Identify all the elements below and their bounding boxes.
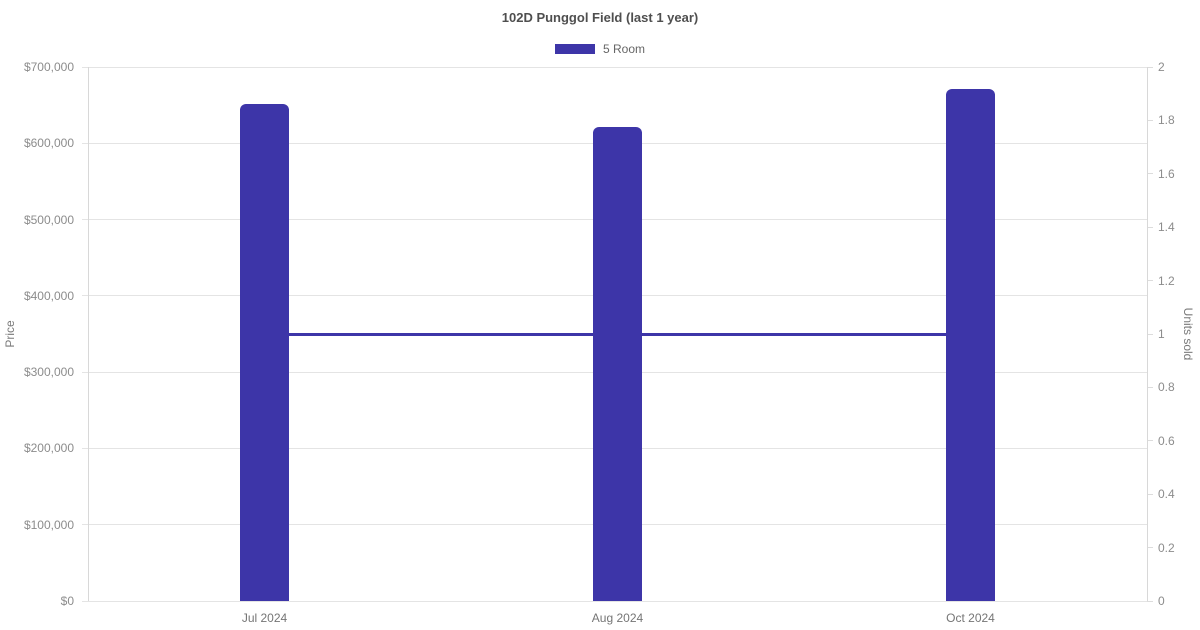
y2-axis-tick xyxy=(1147,226,1153,228)
y2-axis-tick-label: 0 xyxy=(1158,594,1165,608)
units-sold-line-segment xyxy=(264,332,618,336)
y-axis-line xyxy=(88,67,89,601)
y-axis-tick-label: $400,000 xyxy=(23,288,74,303)
y-axis-tick-label: $0 xyxy=(60,594,74,608)
y2-axis-line xyxy=(1147,67,1148,601)
y2-axis-tick xyxy=(1147,547,1153,549)
y-axis-tick-label: $300,000 xyxy=(23,365,74,380)
y2-axis-tick-label: 2 xyxy=(1158,60,1165,74)
y2-axis-tick xyxy=(1147,493,1153,495)
y2-axis-tick xyxy=(1147,440,1153,442)
price-bar xyxy=(240,104,289,601)
y2-axis-tick-label: 0.6 xyxy=(1158,433,1175,448)
y2-axis-tick-label: 1.4 xyxy=(1158,220,1175,235)
y2-axis-tick xyxy=(1147,386,1153,388)
y-axis-tick-label: $100,000 xyxy=(23,517,74,532)
y2-axis-tick xyxy=(1147,119,1153,121)
y2-axis-tick-label: 1.8 xyxy=(1158,113,1175,128)
y-axis-tick-label: $500,000 xyxy=(23,212,74,227)
legend-swatch-5-room xyxy=(554,44,595,54)
y2-axis-tick xyxy=(1147,600,1153,602)
price-bar xyxy=(593,127,642,601)
price-bar xyxy=(946,89,995,601)
y2-axis-tick-label: 1.2 xyxy=(1158,273,1175,288)
y2-axis-title-units-sold: Units sold xyxy=(1181,307,1195,361)
legend-label-5-room: 5 Room xyxy=(602,42,646,56)
y2-axis-tick xyxy=(1147,173,1153,175)
grid-line-y xyxy=(82,66,1147,68)
y2-axis-tick xyxy=(1147,280,1153,282)
chart-title: 102D Punggol Field (last 1 year) xyxy=(501,10,699,25)
y2-axis-tick xyxy=(1147,66,1153,68)
units-sold-line-segment xyxy=(617,332,971,336)
x-axis-tick-label: Oct 2024 xyxy=(946,611,995,625)
legend: 5 Room xyxy=(0,42,1200,56)
x-axis-tick-label: Aug 2024 xyxy=(591,611,644,625)
x-axis-tick-label: Jul 2024 xyxy=(241,611,288,625)
y-axis-title-price: Price xyxy=(3,320,17,348)
y2-axis-tick-label: 1 xyxy=(1158,327,1165,341)
y2-axis-tick-label: 0.8 xyxy=(1158,380,1175,395)
y-axis-tick-label: $600,000 xyxy=(23,136,74,151)
y2-axis-tick-label: 1.6 xyxy=(1158,166,1175,181)
grid-line-y xyxy=(82,600,1147,602)
y2-axis-tick-label: 0.4 xyxy=(1158,487,1175,502)
y-axis-tick-label: $700,000 xyxy=(23,60,74,74)
y2-axis-tick xyxy=(1147,333,1153,335)
y2-axis-tick-label: 0.2 xyxy=(1158,540,1175,555)
y-axis-tick-label: $200,000 xyxy=(23,441,74,456)
